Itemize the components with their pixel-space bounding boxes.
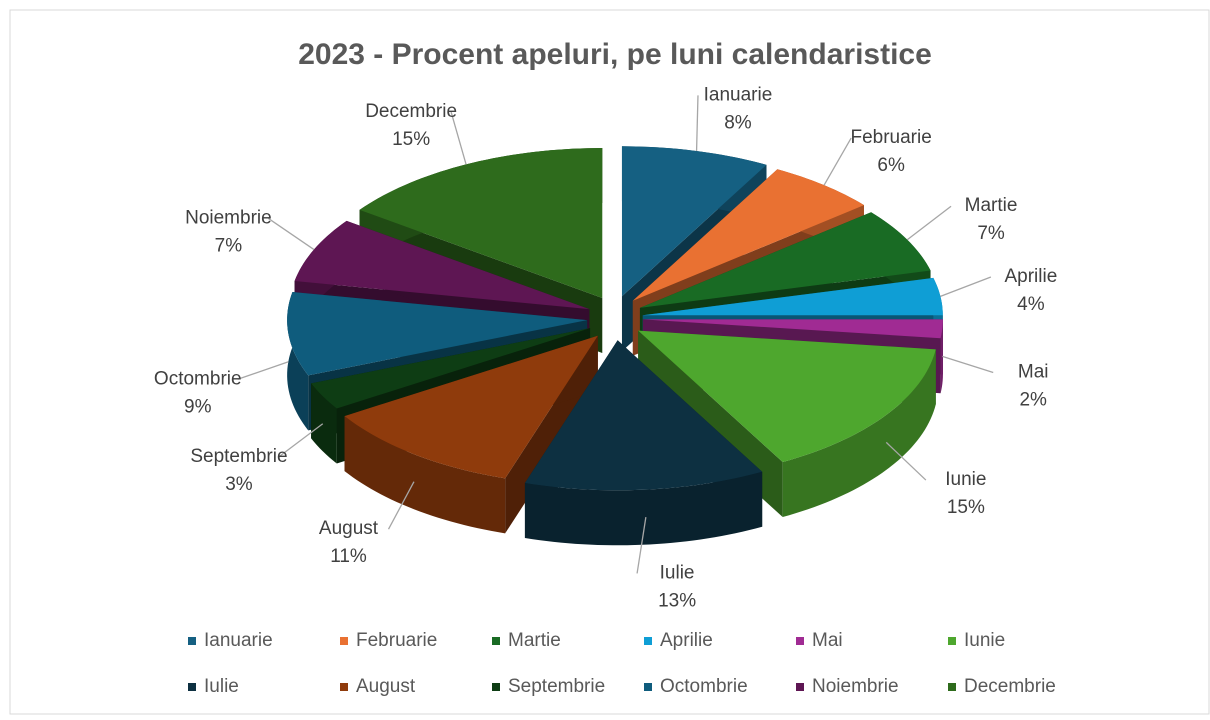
legend-swatch bbox=[492, 637, 500, 645]
data-label-value: 8% bbox=[724, 112, 752, 133]
legend-swatch bbox=[948, 637, 956, 645]
data-label-value: 7% bbox=[215, 235, 243, 256]
data-label-name: Decembrie bbox=[365, 101, 457, 122]
legend-swatch bbox=[188, 637, 196, 645]
legend-swatch bbox=[644, 637, 652, 645]
labels: Ianuarie 8% Decembrie 15% Februarie 6% Martie 7… bbox=[154, 84, 1057, 611]
data-label-name: Februarie bbox=[850, 127, 931, 148]
data-label-name: Ianuarie bbox=[704, 84, 773, 105]
slice-side bbox=[344, 416, 506, 534]
pie bbox=[287, 146, 943, 546]
legend: Ianuarie Februarie Martie Aprilie Mai Iunie Iu… bbox=[188, 630, 1056, 697]
legend-swatch bbox=[796, 637, 804, 645]
data-label-value: 6% bbox=[877, 155, 905, 176]
legend-swatch bbox=[644, 683, 652, 691]
data-label-value: 4% bbox=[1017, 294, 1045, 315]
slice bbox=[287, 292, 588, 376]
slice-side bbox=[940, 319, 943, 394]
slice bbox=[632, 169, 865, 301]
legend-label: Iunie bbox=[964, 630, 1005, 651]
data-label-value: 9% bbox=[184, 396, 212, 417]
legend-label: Decembrie bbox=[964, 676, 1056, 697]
legend-label: Ianuarie bbox=[204, 630, 273, 651]
legend-label: Septembrie bbox=[508, 676, 605, 697]
legend-label: Mai bbox=[812, 630, 843, 651]
leader-line bbox=[940, 276, 992, 297]
data-label-name: Mai bbox=[1018, 362, 1049, 383]
leader-line bbox=[237, 361, 289, 380]
slice bbox=[621, 146, 767, 297]
data-label-value: 13% bbox=[658, 590, 696, 611]
data-label-value: 3% bbox=[225, 474, 253, 495]
leader-line bbox=[942, 355, 994, 374]
legend-label: Iulie bbox=[204, 676, 239, 697]
legend-swatch bbox=[492, 683, 500, 691]
data-label-value: 15% bbox=[392, 129, 430, 150]
slice bbox=[311, 328, 591, 409]
legend-swatch bbox=[340, 683, 348, 691]
legend-label: Martie bbox=[508, 630, 561, 651]
data-label-value: 15% bbox=[947, 497, 985, 518]
legend-label: Aprilie bbox=[660, 630, 713, 651]
chart-title: 2023 - Procent apeluri, pe luni calendar… bbox=[298, 38, 932, 71]
data-label-value: 7% bbox=[977, 223, 1005, 244]
leader-line bbox=[278, 423, 324, 458]
data-label-value: 2% bbox=[1019, 390, 1047, 411]
slice bbox=[524, 340, 763, 491]
slice bbox=[344, 335, 598, 479]
data-label-name: Aprilie bbox=[1004, 266, 1057, 287]
data-label-name: Septembrie bbox=[190, 446, 287, 467]
legend-swatch bbox=[948, 683, 956, 691]
slice-side bbox=[311, 383, 337, 464]
slice-side bbox=[782, 349, 936, 518]
leader-line bbox=[268, 217, 315, 251]
data-label-name: August bbox=[319, 518, 379, 539]
legend-label: Noiembrie bbox=[812, 676, 899, 697]
legend-label: Februarie bbox=[356, 630, 437, 651]
legend-swatch bbox=[796, 683, 804, 691]
legend-label: August bbox=[356, 676, 416, 697]
slice bbox=[642, 277, 943, 316]
legend-swatch bbox=[188, 683, 196, 691]
leader-line bbox=[636, 517, 647, 574]
data-label-name: Octombrie bbox=[154, 368, 242, 389]
leader-line bbox=[906, 205, 952, 241]
slice-side bbox=[524, 471, 763, 546]
data-label-name: Martie bbox=[965, 195, 1018, 216]
slice bbox=[642, 319, 943, 339]
slice bbox=[294, 220, 590, 310]
leader-line bbox=[885, 441, 927, 481]
data-label-name: Iulie bbox=[660, 562, 695, 583]
data-label-name: Noiembrie bbox=[185, 207, 272, 228]
slice bbox=[359, 148, 603, 299]
slice bbox=[639, 212, 931, 308]
leader-line bbox=[823, 137, 852, 186]
leader-line bbox=[387, 481, 415, 530]
legend-label: Octombrie bbox=[660, 676, 748, 697]
legend-swatch bbox=[340, 637, 348, 645]
data-label-name: Iunie bbox=[945, 469, 986, 490]
leader-line bbox=[695, 95, 699, 152]
data-label-value: 11% bbox=[330, 546, 367, 567]
slice bbox=[638, 330, 936, 463]
leader-line bbox=[450, 111, 467, 165]
